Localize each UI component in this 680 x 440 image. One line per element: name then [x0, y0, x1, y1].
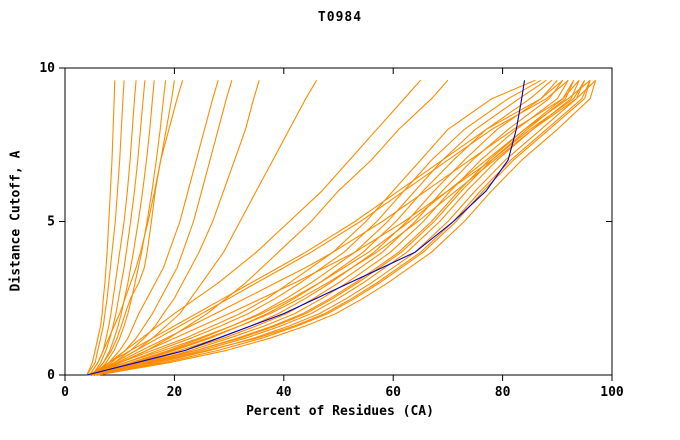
- chart-title: T0984: [317, 10, 363, 25]
- series-model-21: [92, 80, 569, 376]
- series-model-30: [89, 79, 564, 376]
- series-model-05: [91, 80, 155, 376]
- series-model-09: [91, 80, 219, 376]
- series-model-29: [92, 80, 586, 376]
- series-model-08: [89, 80, 175, 376]
- series-model-17: [89, 79, 547, 376]
- x-tick-label: 20: [167, 385, 183, 400]
- x-tick-label: 0: [61, 385, 69, 400]
- series-model-12: [92, 80, 318, 376]
- series-model-34: [86, 80, 591, 376]
- series-model-14: [91, 79, 422, 376]
- x-tick-label: 80: [495, 385, 511, 400]
- series-model-25: [97, 80, 591, 376]
- series-model-16: [86, 79, 542, 376]
- series-model-27: [92, 79, 569, 376]
- x-tick-label: 100: [600, 385, 624, 400]
- series-model-32: [94, 79, 596, 376]
- series-model-10: [92, 80, 233, 376]
- series-model-20: [92, 79, 564, 376]
- series-model-11: [97, 80, 260, 376]
- series-model-06: [94, 80, 167, 376]
- x-axis-label: Percent of Residues (CA): [246, 404, 434, 419]
- series-model-07: [91, 80, 184, 376]
- series-model-26: [97, 80, 597, 376]
- series-model-23: [94, 80, 580, 376]
- y-tick-label: 0: [47, 368, 55, 383]
- y-tick-label: 10: [39, 61, 55, 76]
- series-highlighted-model: [86, 80, 526, 376]
- series-model-19: [92, 79, 558, 376]
- series-model-15: [86, 79, 536, 376]
- series-model-31: [89, 79, 591, 376]
- y-tick-label: 5: [47, 215, 55, 230]
- x-tick-label: 40: [276, 385, 292, 400]
- series-model-04: [91, 80, 146, 376]
- series-model-33: [86, 80, 575, 376]
- x-tick-label: 60: [385, 385, 401, 400]
- series-model-28: [92, 79, 580, 376]
- series-model-13: [92, 79, 449, 376]
- series-model-03: [89, 80, 137, 376]
- series-model-01: [86, 80, 116, 376]
- series-model-02: [86, 80, 125, 376]
